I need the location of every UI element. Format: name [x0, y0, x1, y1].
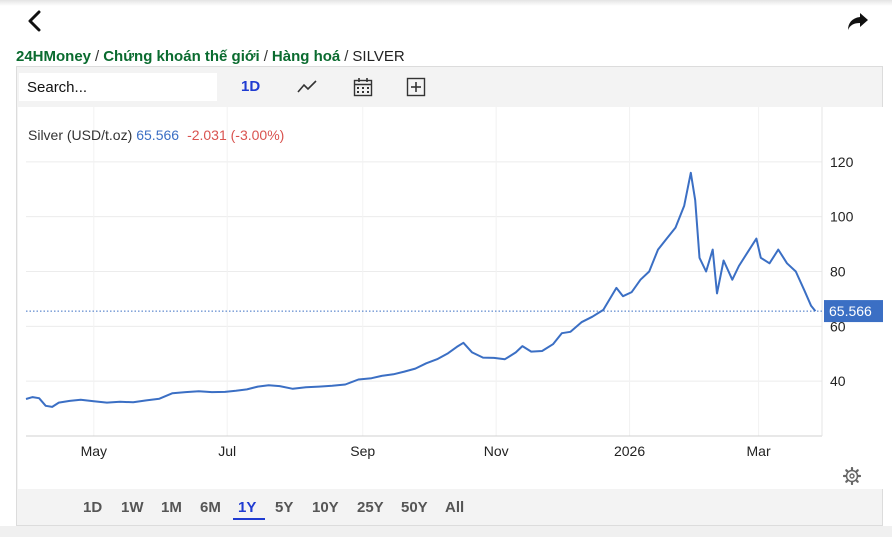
- x-tick-label: 2026: [614, 443, 645, 459]
- x-tick-label: Sep: [350, 443, 375, 459]
- top-bar: [0, 0, 892, 44]
- range-all[interactable]: All: [445, 499, 465, 516]
- series-line-silver: [25, 171, 817, 408]
- share-icon[interactable]: [846, 10, 870, 32]
- y-tick-label: 80: [830, 264, 846, 280]
- range-50y[interactable]: 50Y: [401, 499, 428, 516]
- chevron-left-icon[interactable]: [24, 10, 46, 32]
- x-tick-label: Jul: [218, 443, 236, 459]
- gear-icon[interactable]: [843, 467, 861, 485]
- range-5y[interactable]: 5Y: [275, 499, 294, 516]
- y-tick-label: 40: [830, 373, 846, 389]
- breadcrumb-world-stocks[interactable]: Chứng khoán thế giới: [103, 48, 260, 65]
- x-tick-label: Nov: [484, 443, 509, 459]
- line-chart-icon[interactable]: [296, 76, 318, 98]
- range-25y[interactable]: 25Y: [357, 499, 384, 516]
- breadcrumb-commodities[interactable]: Hàng hoá: [271, 48, 341, 65]
- x-tick-label: May: [81, 443, 107, 459]
- y-tick-label: 120: [830, 154, 854, 170]
- active-range-underline: [233, 518, 265, 520]
- silver-price-chart[interactable]: 40 60 80 100 120 May Jul Sep Nov 2026 Mar 65.566: [18, 107, 883, 489]
- calendar-icon[interactable]: [352, 76, 374, 98]
- range-1m[interactable]: 1M: [161, 499, 182, 516]
- chart-toolbar: 1D: [17, 67, 882, 107]
- y-tick-label: 100: [830, 209, 854, 225]
- chart-widget: 1D 40 60 80 100 120 May Jul Sep Nov 2026 Mar 65.56…: [16, 66, 883, 526]
- breadcrumb-current: SILVER: [352, 48, 405, 65]
- range-10y[interactable]: 10Y: [312, 499, 339, 516]
- breadcrumb-separator: /: [263, 48, 268, 65]
- x-tick-label: Mar: [747, 443, 771, 459]
- footer-shade: [0, 526, 892, 537]
- range-1w[interactable]: 1W: [121, 499, 144, 516]
- legend-change: -2.031 (-3.00%): [187, 127, 285, 143]
- range-6m[interactable]: 6M: [200, 499, 221, 516]
- last-value-tag: [824, 300, 883, 323]
- plot-area[interactable]: 40 60 80 100 120 May Jul Sep Nov 2026 Mar 65.566 S…: [18, 107, 883, 489]
- add-compare-icon[interactable]: [405, 76, 427, 98]
- y-tick-label: 60: [830, 318, 846, 334]
- range-selector: 1D 1W 1M 6M 1Y 5Y 10Y 25Y 50Y All: [17, 489, 882, 525]
- search-input[interactable]: [19, 73, 217, 101]
- breadcrumb-separator: /: [344, 48, 349, 65]
- breadcrumb-home[interactable]: 24HMoney: [16, 48, 92, 65]
- range-1d[interactable]: 1D: [83, 499, 103, 516]
- chart-legend: Silver (USD/t.oz) 65.566 -2.031 (-3.00%): [28, 127, 284, 143]
- breadcrumb: 24HMoney / Chứng khoán thế giới / Hàng hoá / S…: [16, 48, 405, 65]
- top-shadow: [0, 0, 892, 6]
- legend-name: Silver (USD/t.oz): [28, 127, 133, 143]
- range-1y[interactable]: 1Y: [238, 499, 257, 516]
- legend-last-value: 65.566: [136, 127, 180, 143]
- breadcrumb-separator: /: [95, 48, 100, 65]
- interval-button[interactable]: 1D: [241, 78, 261, 95]
- last-value-label: 65.566: [829, 303, 872, 319]
